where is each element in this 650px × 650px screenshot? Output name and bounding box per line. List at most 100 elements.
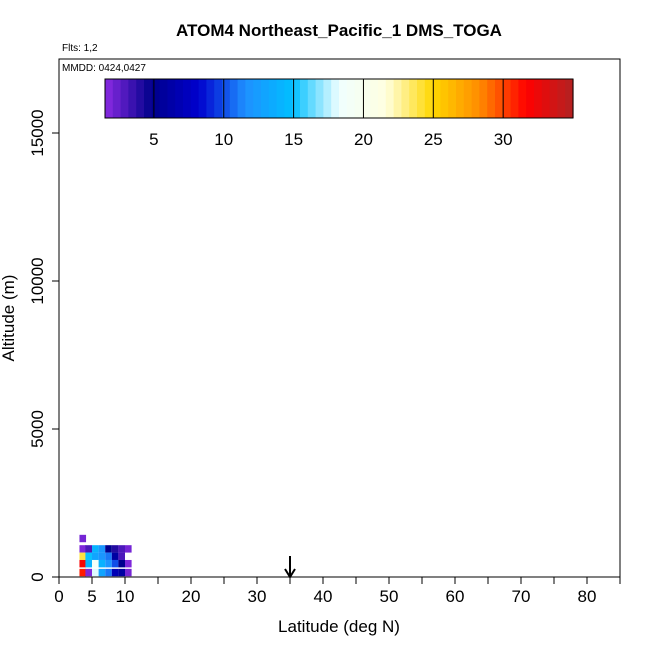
- colorbar-segment: [331, 79, 340, 118]
- mmdd-label: MMDD: 0424,0427: [62, 63, 146, 74]
- x-tick-label: 80: [578, 587, 597, 606]
- colorbar-tick-label: 30: [494, 130, 513, 149]
- colorbar-segment: [175, 79, 184, 118]
- data-cell: [92, 552, 99, 560]
- data-cell: [98, 568, 106, 577]
- colorbar-segment: [487, 79, 496, 118]
- data-cell: [105, 552, 112, 560]
- colorbar-segment: [370, 79, 379, 118]
- data-cell: [79, 545, 87, 553]
- data-cell: [85, 545, 92, 553]
- colorbar-segment: [502, 79, 512, 118]
- colorbar-segment: [276, 79, 285, 118]
- colorbar-segment: [190, 79, 200, 118]
- colorbar-segment: [300, 79, 309, 118]
- data-cell: [118, 552, 125, 560]
- colorbar-segment: [518, 79, 527, 118]
- colorbar-segment: [120, 79, 129, 118]
- colorbar: 5 10 15 20 25 30: [104, 78, 574, 149]
- x-tick-label: 20: [182, 587, 201, 606]
- data-cell: [79, 568, 87, 577]
- colorbar-segment: [534, 79, 543, 118]
- colorbar-segment: [440, 79, 449, 118]
- colorbar-segment: [471, 79, 480, 118]
- colorbar-segment: [112, 79, 122, 118]
- flights-label: Flts: 1,2: [62, 43, 98, 54]
- colorbar-segment: [354, 79, 363, 118]
- y-tick-label: 10000: [28, 257, 47, 304]
- y-axis: 0 5000 10000 15000: [28, 109, 59, 582]
- colorbar-segment: [526, 79, 535, 118]
- colorbar-segment: [284, 79, 293, 118]
- x-tick-label: 0: [54, 587, 63, 606]
- colorbar-tick-label: 25: [424, 130, 443, 149]
- colorbar-segment: [432, 79, 441, 118]
- data-cells: [79, 534, 132, 577]
- x-tick-label: 70: [512, 587, 531, 606]
- colorbar-segment: [222, 79, 231, 118]
- colorbar-segment: [510, 79, 519, 118]
- colorbar-segment: [128, 79, 137, 118]
- data-cell: [85, 568, 92, 577]
- colorbar-segment: [385, 79, 395, 118]
- data-cell: [125, 559, 132, 568]
- data-cell: [118, 568, 125, 577]
- colorbar-segment: [292, 79, 301, 118]
- data-cell: [118, 545, 125, 553]
- arrow-head: [284, 568, 296, 579]
- colorbar-segment: [557, 79, 566, 118]
- data-cell: [92, 559, 99, 568]
- colorbar-segment: [315, 79, 324, 118]
- data-cell: [105, 568, 112, 577]
- data-cell: [85, 552, 92, 560]
- colorbar-tick-label: 20: [354, 130, 373, 149]
- colorbar-segment: [198, 79, 207, 118]
- colorbar-tick-label: 15: [284, 130, 303, 149]
- colorbar-segment: [541, 79, 551, 118]
- data-cell: [79, 559, 87, 568]
- colorbar-segment: [167, 79, 176, 118]
- x-tick-label: 5: [87, 587, 96, 606]
- plot-frame: [58, 58, 621, 578]
- y-tick-label: 15000: [28, 109, 47, 156]
- data-cell: [79, 552, 87, 560]
- colorbar-segment: [105, 79, 114, 118]
- x-axis-label: Latitude (deg N): [278, 617, 400, 636]
- colorbar-segment: [323, 79, 332, 118]
- latitude-marker-arrow: [284, 556, 296, 579]
- colorbar-segment: [151, 79, 161, 118]
- colorbar-segment: [417, 79, 426, 118]
- colorbar-segment: [307, 79, 317, 118]
- colorbar-segment: [495, 79, 504, 118]
- data-cell: [105, 559, 112, 568]
- colorbar-segment: [183, 79, 192, 118]
- data-cell: [85, 559, 92, 568]
- data-cell: [79, 534, 87, 543]
- colorbar-segment: [456, 79, 465, 118]
- colorbar-segment: [136, 79, 145, 118]
- x-tick-label: 60: [446, 587, 465, 606]
- data-cell: [111, 568, 119, 577]
- colorbar-segment: [268, 79, 278, 118]
- colorbar-segment: [253, 79, 262, 118]
- data-cell: [111, 552, 119, 560]
- data-cell: [98, 559, 106, 568]
- colorbar-tick-label: 10: [214, 130, 233, 149]
- data-cell: [98, 545, 106, 553]
- x-tick-label: 30: [248, 587, 267, 606]
- colorbar-segment: [463, 79, 473, 118]
- colorbar-segment: [409, 79, 418, 118]
- colorbar-segment: [565, 79, 574, 118]
- colorbar-segment: [549, 79, 558, 118]
- data-cell: [125, 545, 132, 553]
- y-tick-label: 5000: [28, 410, 47, 448]
- colorbar-segment: [339, 79, 348, 118]
- colorbar-tick-label: 5: [149, 130, 158, 149]
- x-axis: 0 5 10 20 30 40 50 60 70 80: [54, 577, 621, 606]
- x-tick-label: 40: [314, 587, 333, 606]
- data-cell: [92, 568, 99, 577]
- chart-title: ATOM4 Northeast_Pacific_1 DMS_TOGA: [176, 21, 502, 40]
- colorbar-segment: [479, 79, 488, 118]
- y-tick-label: 0: [28, 572, 47, 581]
